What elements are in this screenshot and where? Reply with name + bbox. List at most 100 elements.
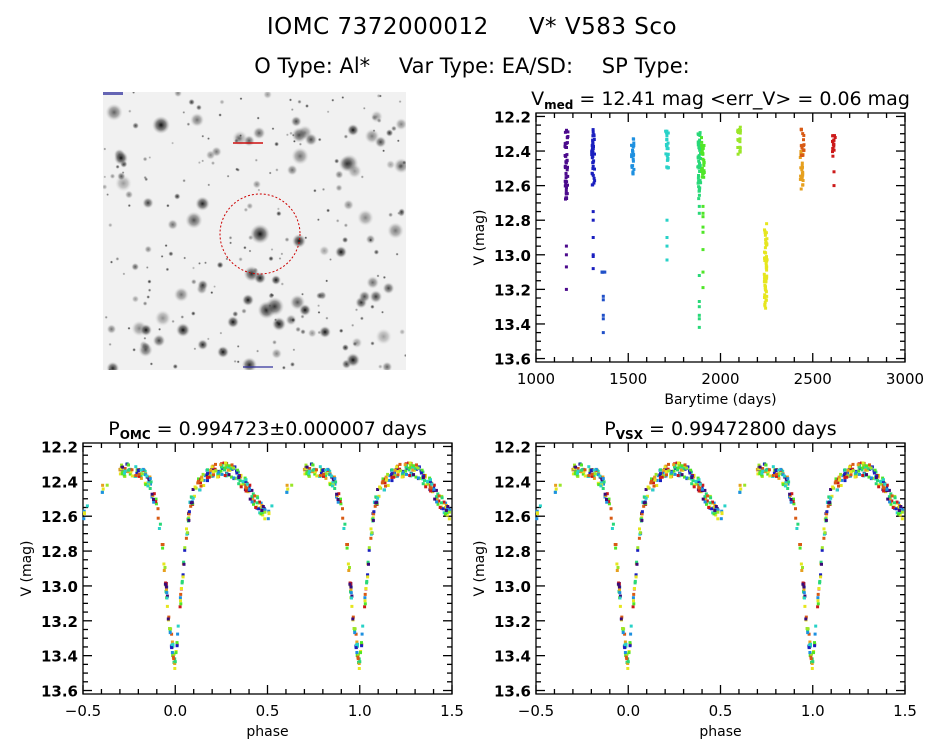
data-point	[126, 470, 130, 474]
data-point	[701, 171, 705, 175]
data-point	[442, 500, 446, 504]
data-point	[308, 467, 312, 470]
data-point	[396, 473, 400, 477]
data-point	[632, 141, 636, 145]
data-point	[241, 482, 245, 486]
data-point	[632, 137, 636, 141]
data-point	[690, 476, 694, 479]
data-point	[139, 474, 143, 478]
field-star	[280, 282, 285, 286]
data-point	[285, 490, 289, 494]
field-star	[173, 193, 181, 200]
field-star	[195, 196, 210, 211]
data-point	[876, 479, 879, 483]
x-tick-label: 3000	[886, 370, 924, 388]
data-point	[604, 494, 608, 498]
data-point	[446, 505, 450, 508]
y-tick-label: 13.4	[494, 316, 531, 334]
y-tick-label: 13.6	[494, 683, 531, 701]
data-point	[173, 667, 177, 670]
data-point	[179, 602, 183, 606]
field-star	[148, 156, 152, 159]
bright-star	[319, 326, 331, 338]
data-point	[832, 148, 835, 152]
field-star	[172, 363, 178, 370]
data-point	[168, 631, 172, 635]
data-point	[239, 483, 243, 487]
data-point	[809, 657, 813, 661]
bright-star	[152, 116, 170, 134]
data-point	[565, 153, 569, 157]
y-tick-label: 13.0	[41, 578, 78, 596]
data-point	[216, 472, 220, 476]
chart-title-subscript: OMC	[120, 428, 151, 442]
field-star	[246, 202, 254, 210]
data-point	[701, 497, 705, 501]
data-point	[775, 474, 778, 478]
data-point	[358, 660, 362, 664]
data-point	[384, 484, 387, 488]
simbad-name: V* V583 Sco	[528, 14, 678, 40]
series-season-11	[799, 127, 806, 157]
field-star	[377, 364, 383, 369]
field-star	[248, 249, 252, 253]
data-point	[697, 197, 701, 201]
data-point	[879, 482, 883, 486]
field-star	[127, 326, 131, 330]
data-point	[211, 470, 215, 474]
data-point	[444, 501, 448, 505]
data-point	[140, 472, 144, 476]
data-point	[440, 501, 443, 505]
y-axis-label: V (mag)	[472, 209, 488, 265]
data-point	[836, 481, 840, 485]
data-point	[889, 492, 893, 496]
data-point	[834, 477, 838, 481]
y-tick-label: 13.2	[494, 281, 531, 299]
data-point	[837, 475, 841, 479]
object-id: IOMC 7372000012	[266, 14, 489, 40]
data-point	[655, 478, 659, 482]
data-point	[270, 504, 274, 508]
field-star	[391, 125, 397, 132]
data-point	[185, 527, 188, 531]
data-point	[802, 585, 806, 589]
data-point	[315, 474, 319, 478]
data-point	[252, 502, 255, 506]
field-star	[290, 317, 296, 323]
data-point	[831, 146, 835, 150]
data-point	[230, 475, 233, 479]
data-point	[145, 474, 149, 478]
data-point	[146, 481, 150, 485]
field-star	[398, 100, 402, 104]
data-point	[636, 548, 640, 552]
data-point	[308, 469, 312, 473]
data-point	[853, 472, 857, 476]
field-star	[382, 282, 395, 295]
field-star	[359, 316, 364, 321]
data-point	[587, 465, 591, 469]
data-point	[178, 605, 182, 609]
field-star	[335, 184, 343, 192]
data-point	[305, 472, 309, 476]
phase-omc-chart: POMC = 0.994723±0.000007 days −0.5 0.0 0.5 1…	[19, 418, 464, 740]
data-point	[664, 143, 668, 146]
data-point	[685, 476, 689, 480]
field-star	[272, 339, 277, 345]
field-star	[104, 315, 108, 319]
data-point	[801, 582, 805, 586]
data-point	[807, 632, 811, 636]
data-point	[701, 286, 705, 290]
data-point	[813, 644, 817, 648]
data-point	[590, 472, 594, 476]
data-point	[789, 498, 793, 501]
x-tick-label: 0.5	[256, 702, 280, 720]
field-star	[358, 290, 371, 303]
field-star	[292, 348, 296, 352]
field-star	[399, 328, 406, 335]
field-star	[165, 267, 170, 272]
data-point	[244, 478, 248, 482]
data-point	[172, 657, 176, 661]
field-star	[382, 275, 387, 280]
series-season-8	[736, 125, 742, 156]
data-point	[777, 476, 781, 480]
